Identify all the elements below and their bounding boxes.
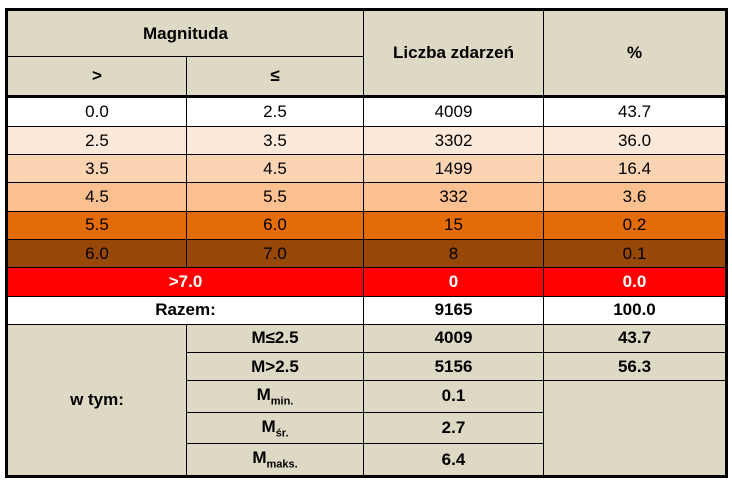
cell: 4009	[363, 323, 544, 354]
cell: 0.0	[543, 267, 727, 297]
cell: 5.5	[6, 210, 187, 240]
header-cell: >	[6, 56, 187, 99]
header-row: Magnituda Liczba zdarzeń %	[6, 8, 727, 99]
label-sub: maks.	[266, 458, 298, 471]
cell: 4009	[363, 96, 544, 127]
above-row: >7.0 0 0.0	[6, 267, 727, 297]
cell: 0.1	[363, 380, 544, 413]
cell: w tym:	[6, 323, 187, 478]
data-row: 3.5 4.5 1499 16.4	[6, 154, 727, 184]
cell: 3.5	[6, 154, 187, 184]
cell: 8	[363, 238, 544, 269]
cell: 4.5	[6, 182, 187, 212]
label-base: M	[256, 385, 271, 405]
breakdown-row: Mmin. 0.1	[7, 380, 727, 477]
label-base: M	[252, 448, 267, 468]
cell: 0.2	[543, 210, 727, 240]
cell: Mśr.	[186, 411, 364, 445]
label-base: M	[261, 416, 276, 436]
cell: 36.0	[543, 125, 727, 156]
cell: 0.1	[543, 238, 727, 269]
cell: 0.0	[6, 96, 187, 127]
breakdown-row: Mśr. 2.7	[7, 411, 727, 445]
cell: 9165	[363, 295, 544, 325]
magnitude-table: Magnituda Liczba zdarzeń % > ≤ 0.0 2.5 400…	[5, 8, 728, 478]
cell: 6.0	[186, 210, 364, 240]
cell: 0	[363, 267, 544, 297]
cell: 3.6	[543, 182, 727, 212]
breakdown-row: Mmaks. 6.4	[7, 443, 727, 477]
cell: 6.4	[363, 443, 544, 477]
header-cell: Magnituda	[6, 8, 364, 58]
cell: 43.7	[543, 96, 727, 127]
data-rows: 0.0 2.5 4009 43.7 2.5 3.5 3302 36.0 3.5 4.5 1499 16…	[6, 96, 727, 269]
empty-cell	[543, 380, 727, 477]
cell: Mmaks.	[186, 443, 364, 477]
cell: 3302	[363, 125, 544, 156]
cell: Razem:	[6, 295, 364, 325]
cell: 100.0	[543, 295, 727, 325]
breakdown-row: M>2.5 5156 56.3	[7, 351, 727, 382]
cell: 332	[363, 182, 544, 212]
cell: M>2.5	[186, 351, 364, 382]
cell: 1499	[363, 154, 544, 184]
data-row: 6.0 7.0 8 0.1	[6, 238, 727, 269]
cell: >7.0	[6, 267, 364, 297]
total-row: Razem: 9165 100.0	[6, 295, 727, 325]
cell: M≤2.5	[186, 323, 364, 354]
cell: Mmin.	[186, 380, 364, 413]
cell: 7.0	[186, 238, 364, 269]
data-row: 0.0 2.5 4009 43.7	[6, 96, 727, 127]
cell: 16.4	[543, 154, 727, 184]
cell: 2.5	[186, 96, 364, 127]
data-row: 2.5 3.5 3302 36.0	[6, 125, 727, 156]
cell: 5.5	[186, 182, 364, 212]
cell: 56.3	[543, 351, 727, 382]
cell: 43.7	[543, 323, 727, 354]
label-sub: śr.	[275, 427, 289, 440]
header-cell: Liczba zdarzeń	[363, 8, 544, 99]
cell: 15	[363, 210, 544, 240]
breakdown-row: w tym: M≤2.5 4009 43.7	[6, 323, 727, 478]
cell: 4.5	[186, 154, 364, 184]
header-cell: %	[543, 8, 727, 99]
header-cell: ≤	[186, 56, 364, 99]
cell: 2.5	[6, 125, 187, 156]
cell: 5156	[363, 351, 544, 382]
data-row: 5.5 6.0 15 0.2	[6, 210, 727, 240]
cell: 6.0	[6, 238, 187, 269]
cell: 3.5	[186, 125, 364, 156]
data-row: 4.5 5.5 332 3.6	[6, 182, 727, 212]
cell: 2.7	[363, 411, 544, 445]
label-sub: min.	[270, 395, 294, 408]
